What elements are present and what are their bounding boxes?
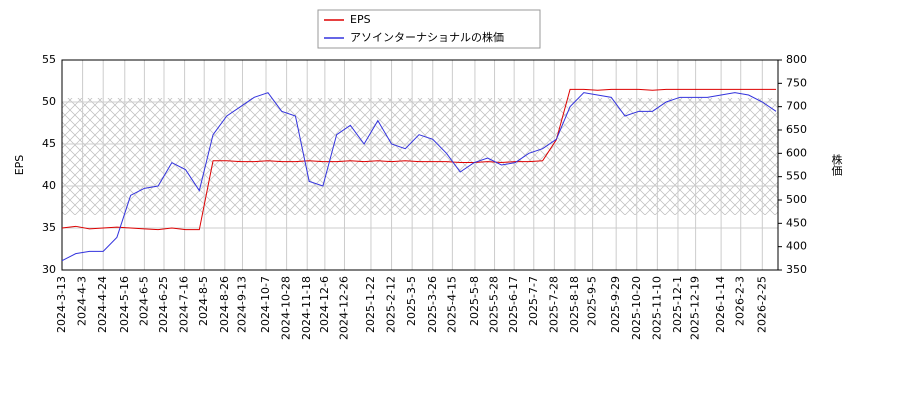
y2-tick-label: 400 — [786, 240, 807, 253]
legend-label: アソインターナショナルの株価 — [350, 30, 504, 44]
x-tick-label: 2025-12-19 — [689, 276, 702, 340]
y2-tick-label: 450 — [786, 216, 807, 229]
x-tick-label: 2025-4-15 — [445, 276, 458, 333]
x-tick-label: 2025-7-28 — [547, 276, 560, 333]
x-tick-label: 2025-9-5 — [586, 276, 599, 326]
x-tick-label: 2024-12-6 — [318, 276, 331, 333]
x-tick-label: 2025-10-20 — [630, 276, 643, 340]
x-tick-label: 2025-1-22 — [364, 276, 377, 333]
x-tick-label: 2025-2-12 — [385, 276, 398, 333]
x-tick-label: 2024-4-3 — [76, 276, 89, 326]
x-tick-label: 2024-5-16 — [118, 276, 131, 333]
x-tick-label: 2024-10-7 — [259, 276, 272, 333]
legend — [317, 9, 541, 49]
x-tick-label: 2025-3-26 — [426, 276, 439, 333]
x-tick-label: 2026-2-25 — [755, 276, 768, 333]
x-tick-label: 2024-7-16 — [178, 276, 191, 333]
x-tick-label: 2024-9-13 — [235, 276, 248, 333]
plot-frame — [61, 59, 779, 271]
x-tick-label: 2024-11-18 — [300, 276, 313, 340]
legend-label: EPS — [350, 13, 371, 26]
y2-tick-label: 700 — [786, 100, 807, 113]
x-tick-label: 2024-12-26 — [337, 276, 350, 340]
x-tick-label: 2024-6-5 — [137, 276, 150, 326]
x-tick-label: 2024-8-5 — [197, 276, 210, 326]
x-tick-label: 2025-8-18 — [568, 276, 581, 333]
y-tick-label: 30 — [42, 263, 56, 276]
x-tick-label: 2025-5-8 — [468, 276, 481, 326]
x-tick-label: 2025-5-28 — [488, 276, 501, 333]
x-tick-label: 2026-2-3 — [734, 276, 747, 326]
shaded-band — [62, 98, 778, 215]
x-tick-label: 2025-6-17 — [507, 276, 520, 333]
y-tick-label: 40 — [42, 179, 56, 192]
y2-tick-label: 500 — [786, 193, 807, 206]
x-tick-label: 2024-3-13 — [55, 276, 68, 333]
y-tick-label: 35 — [42, 221, 56, 234]
y2-tick-label: 800 — [786, 53, 807, 66]
y-tick-label: 55 — [42, 53, 56, 66]
y2-tick-label: 600 — [786, 146, 807, 159]
y-tick-label: 50 — [42, 95, 56, 108]
x-tick-label: 2025-7-7 — [527, 276, 540, 326]
x-tick-label: 2026-1-14 — [714, 276, 727, 333]
y2-tick-label: 350 — [786, 263, 807, 276]
x-tick-label: 2025-11-10 — [650, 276, 663, 340]
y2-tick-label: 750 — [786, 76, 807, 89]
x-tick-label: 2025-9-29 — [609, 276, 622, 333]
y2-axis-label: 株価 — [830, 153, 843, 176]
x-tick-label: 2025-3-5 — [405, 276, 418, 326]
x-tick-label: 2025-12-1 — [671, 276, 684, 333]
y-tick-label: 45 — [42, 137, 56, 150]
x-tick-label: 2024-4-24 — [96, 276, 109, 333]
y2-tick-label: 550 — [786, 170, 807, 183]
x-tick-label: 2024-6-25 — [157, 276, 170, 333]
y2-tick-label: 650 — [786, 123, 807, 136]
series-line — [61, 88, 777, 231]
x-tick-label: 2024-10-28 — [280, 276, 293, 340]
y-axis-label: EPS — [13, 155, 26, 176]
series-line — [61, 92, 777, 262]
x-tick-label: 2024-8-26 — [218, 276, 231, 333]
